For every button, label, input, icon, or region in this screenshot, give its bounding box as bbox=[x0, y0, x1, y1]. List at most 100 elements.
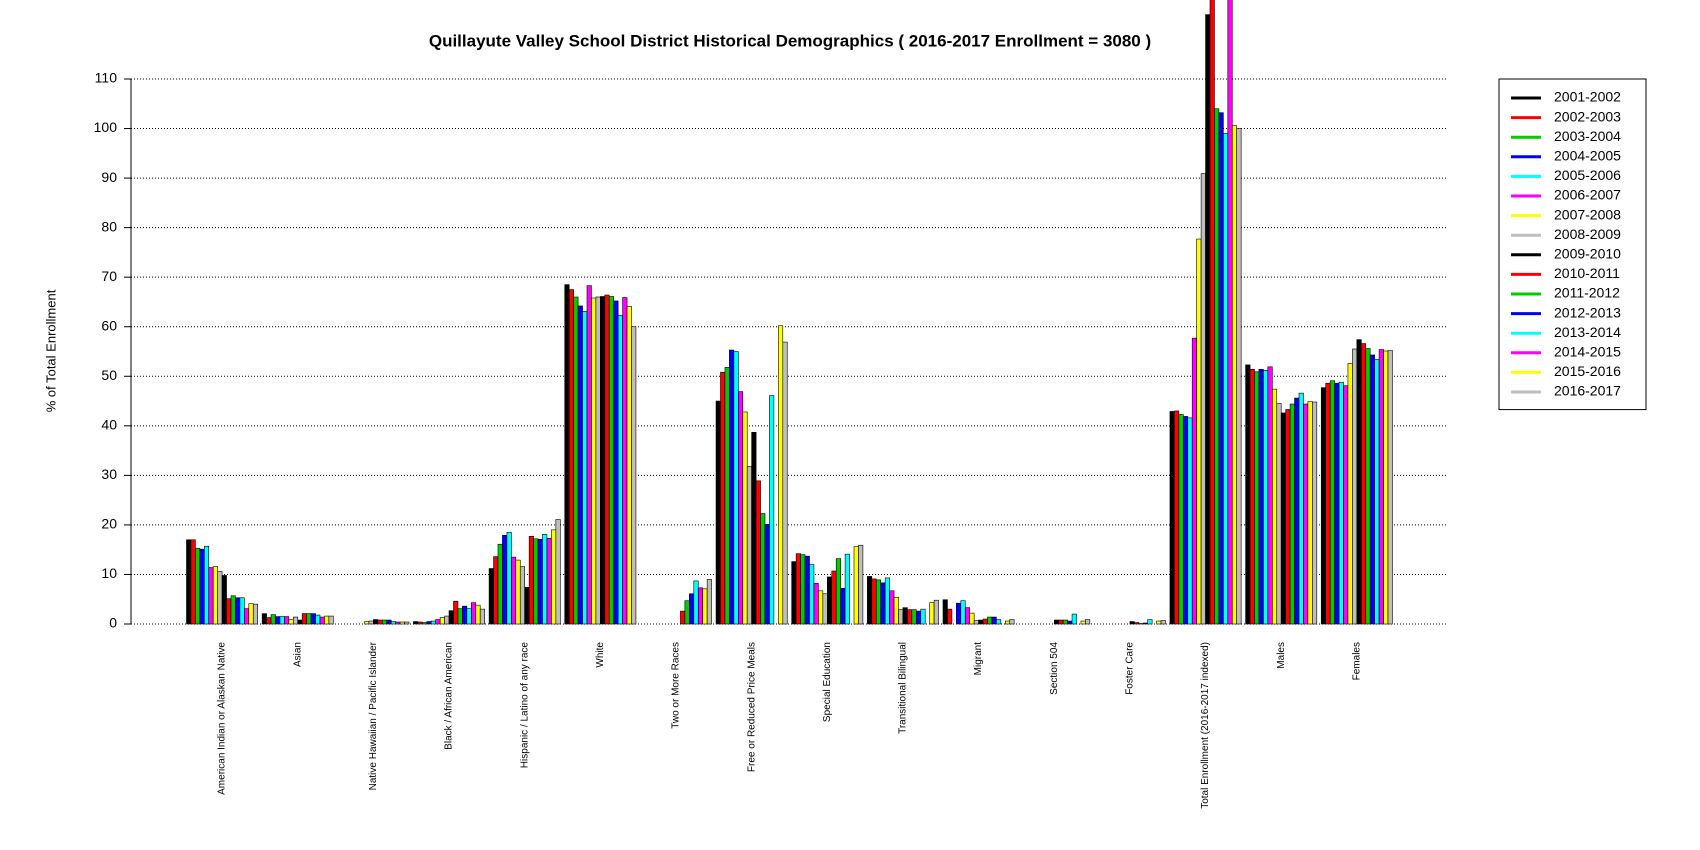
bar bbox=[622, 297, 628, 625]
legend-box bbox=[1498, 78, 1647, 411]
bar bbox=[1205, 14, 1211, 625]
bar bbox=[533, 538, 539, 625]
y-tick-label: 50 bbox=[101, 367, 117, 383]
x-tick-label: Females bbox=[1351, 642, 1362, 680]
bar bbox=[377, 619, 383, 625]
bar bbox=[867, 576, 873, 625]
bar bbox=[564, 284, 570, 625]
bar bbox=[537, 538, 543, 625]
bar bbox=[973, 620, 979, 625]
bar bbox=[720, 372, 726, 625]
bar bbox=[368, 620, 374, 625]
bar bbox=[226, 598, 232, 625]
bar bbox=[404, 621, 410, 625]
bar bbox=[1160, 620, 1166, 625]
bar bbox=[1289, 403, 1295, 625]
bar bbox=[737, 391, 744, 625]
bar bbox=[488, 568, 494, 625]
bar bbox=[987, 616, 993, 625]
bar bbox=[462, 605, 468, 625]
y-tick-label: 10 bbox=[101, 565, 117, 581]
x-tick-label: Total Enrollment (2016-2017 indexed) bbox=[1200, 642, 1211, 809]
legend-label: 2012-2013 bbox=[1554, 304, 1621, 320]
x-tick-label: Foster Care bbox=[1125, 642, 1136, 695]
bar bbox=[511, 556, 517, 625]
bar bbox=[479, 608, 485, 625]
bar bbox=[782, 341, 788, 625]
bar bbox=[871, 578, 877, 625]
y-tick-label: 100 bbox=[94, 119, 118, 135]
bar bbox=[751, 431, 757, 625]
bar bbox=[875, 579, 881, 625]
bar bbox=[1004, 620, 1011, 625]
bar bbox=[800, 554, 806, 625]
bar bbox=[1352, 348, 1358, 625]
bar bbox=[1369, 354, 1375, 625]
bar bbox=[1325, 382, 1331, 625]
bar bbox=[604, 294, 610, 625]
bar bbox=[1249, 369, 1255, 625]
bar bbox=[631, 326, 637, 625]
bar bbox=[1254, 371, 1260, 625]
bar bbox=[470, 602, 477, 625]
bar bbox=[453, 600, 459, 625]
bar bbox=[586, 285, 592, 625]
bar bbox=[582, 311, 588, 625]
bar bbox=[822, 593, 828, 625]
bar bbox=[1236, 128, 1242, 625]
bar bbox=[724, 367, 730, 625]
bar bbox=[1200, 173, 1206, 625]
bar bbox=[573, 296, 579, 625]
bar bbox=[292, 616, 299, 625]
y-tick-label: 80 bbox=[101, 218, 117, 234]
y-tick-label: 110 bbox=[95, 70, 118, 86]
bar bbox=[381, 619, 388, 625]
bar bbox=[546, 537, 552, 625]
bar bbox=[1338, 381, 1344, 625]
bar bbox=[804, 555, 810, 625]
bar bbox=[519, 566, 525, 625]
bar bbox=[880, 582, 886, 625]
x-tick-label: American Indian or Alaskan Native bbox=[217, 642, 228, 795]
bar bbox=[1343, 385, 1349, 625]
legend-label: 2009-2010 bbox=[1554, 246, 1621, 262]
bar bbox=[364, 621, 370, 625]
bar bbox=[733, 351, 739, 625]
bar bbox=[1080, 620, 1086, 625]
bar bbox=[568, 289, 574, 625]
x-tick-label: Two or More Races bbox=[671, 642, 682, 729]
y-axis-label: % of Total Enrollment bbox=[43, 289, 58, 412]
bar bbox=[417, 621, 423, 625]
bar bbox=[684, 600, 690, 625]
bar bbox=[982, 618, 988, 625]
bar bbox=[279, 616, 285, 625]
bar bbox=[301, 613, 307, 625]
bar bbox=[422, 622, 428, 625]
bar bbox=[542, 534, 548, 625]
bar bbox=[626, 306, 632, 625]
y-tick-label: 20 bbox=[101, 516, 117, 532]
bar bbox=[395, 621, 401, 625]
bar bbox=[1356, 339, 1362, 625]
bar bbox=[769, 395, 775, 625]
bar bbox=[435, 619, 441, 625]
bar bbox=[1361, 343, 1367, 625]
y-tick-label: 30 bbox=[101, 466, 117, 482]
bar bbox=[1245, 364, 1251, 625]
legend-label: 2008-2009 bbox=[1554, 226, 1621, 242]
legend-label: 2016-2017 bbox=[1554, 383, 1621, 399]
bar bbox=[1272, 388, 1278, 625]
y-tick-label: 70 bbox=[101, 268, 117, 284]
bar bbox=[1218, 112, 1224, 625]
x-tick-label: Transitional Bilingual bbox=[898, 642, 909, 734]
bar bbox=[266, 617, 272, 625]
bar bbox=[1053, 619, 1059, 625]
bar bbox=[715, 400, 721, 625]
bar bbox=[399, 621, 405, 625]
bar bbox=[613, 300, 619, 625]
bar bbox=[1178, 414, 1184, 625]
bar bbox=[907, 609, 913, 625]
legend-label: 2006-2007 bbox=[1554, 187, 1621, 203]
bar bbox=[212, 566, 218, 625]
bar bbox=[1303, 403, 1309, 625]
